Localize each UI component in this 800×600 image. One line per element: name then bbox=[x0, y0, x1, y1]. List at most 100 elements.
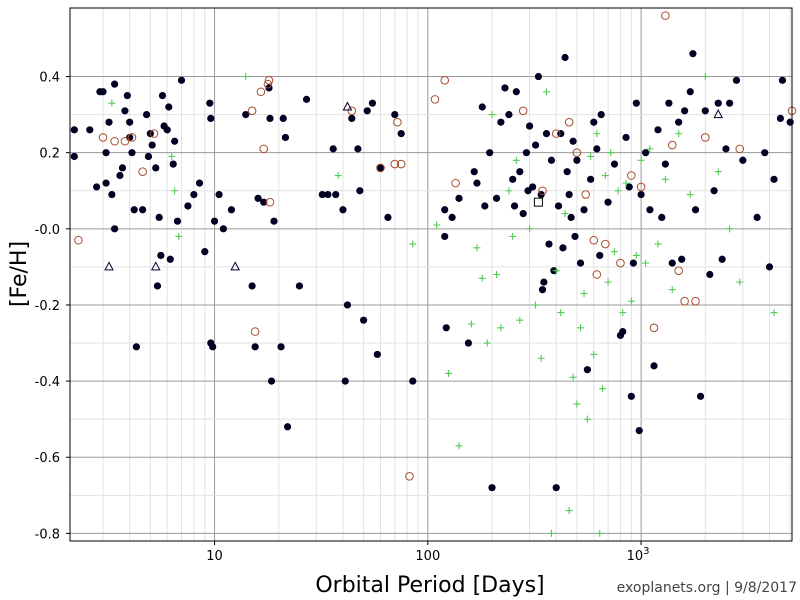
data-point-filled-circle bbox=[505, 111, 513, 119]
data-point-open-circle bbox=[110, 136, 119, 146]
data-point-filled-circle bbox=[786, 118, 794, 126]
data-point-open-circle bbox=[250, 327, 260, 336]
data-point-open-circle bbox=[390, 159, 400, 169]
data-point-plus bbox=[444, 369, 452, 377]
data-point-plus bbox=[596, 529, 604, 537]
data-point-open-square bbox=[533, 197, 543, 207]
x-tick-label: 10 bbox=[206, 549, 223, 564]
data-point-plus bbox=[577, 324, 585, 332]
data-point-filled-circle bbox=[753, 213, 761, 221]
data-point-filled-circle bbox=[571, 232, 579, 241]
data-point-filled-circle bbox=[86, 126, 94, 134]
data-point-filled-circle bbox=[478, 103, 486, 111]
data-point-plus bbox=[561, 210, 569, 218]
data-point-filled-circle bbox=[525, 122, 534, 130]
data-point-filled-circle bbox=[531, 141, 540, 149]
data-point-plus bbox=[473, 244, 481, 252]
data-point-filled-circle bbox=[492, 194, 501, 202]
data-point-plus bbox=[108, 99, 116, 107]
data-point-plus bbox=[547, 529, 555, 537]
data-point-filled-circle bbox=[619, 328, 627, 336]
data-point-filled-circle bbox=[538, 286, 547, 294]
data-point-open-circle bbox=[405, 471, 414, 481]
data-point-filled-circle bbox=[497, 118, 505, 126]
data-point-open-circle bbox=[691, 296, 700, 306]
data-point-filled-circle bbox=[552, 484, 560, 492]
data-point-plus bbox=[607, 149, 615, 157]
data-point-filled-circle bbox=[102, 149, 110, 157]
y-tick-label: 0.4 bbox=[39, 71, 60, 86]
data-point-filled-circle bbox=[646, 206, 654, 214]
data-point-filled-circle bbox=[722, 145, 730, 153]
data-point-filled-circle bbox=[658, 213, 666, 221]
data-point-filled-circle bbox=[153, 282, 162, 290]
data-point-plus bbox=[610, 248, 618, 256]
data-point-plus bbox=[171, 187, 179, 195]
data-point-filled-circle bbox=[632, 99, 640, 107]
data-point-plus bbox=[770, 309, 778, 317]
data-point-filled-circle bbox=[547, 156, 556, 164]
data-point-plus bbox=[497, 324, 505, 332]
data-point-filled-circle bbox=[163, 126, 171, 134]
data-point-open-circle bbox=[616, 258, 625, 268]
y-tick-label: -0.0 bbox=[35, 223, 60, 238]
data-point-filled-circle bbox=[126, 118, 134, 126]
data-point-filled-circle bbox=[165, 103, 173, 111]
data-point-filled-circle bbox=[341, 377, 349, 385]
data-point-plus bbox=[532, 301, 540, 309]
data-point-open-circle bbox=[601, 239, 610, 249]
data-point-open-circle bbox=[592, 270, 602, 279]
plot-frame bbox=[69, 7, 793, 542]
x-tick-label-superscript: 3 bbox=[643, 546, 649, 557]
data-point-filled-circle bbox=[442, 324, 450, 332]
data-point-filled-circle bbox=[761, 149, 769, 157]
y-axis-title: [Fe/H] bbox=[7, 241, 32, 307]
data-point-open-circle bbox=[149, 129, 159, 138]
data-point-plus bbox=[478, 274, 486, 282]
data-point-plus bbox=[714, 168, 722, 176]
data-point-filled-circle bbox=[206, 99, 214, 107]
data-point-filled-circle bbox=[227, 206, 236, 214]
data-point-filled-circle bbox=[512, 88, 520, 96]
data-point-filled-circle bbox=[102, 179, 110, 187]
data-point-filled-circle bbox=[576, 259, 585, 267]
data-point-filled-circle bbox=[470, 168, 478, 176]
data-point-filled-circle bbox=[105, 118, 113, 126]
data-point-filled-circle bbox=[509, 175, 517, 183]
data-point-open-circle bbox=[256, 87, 266, 97]
data-point-filled-circle bbox=[210, 217, 219, 225]
data-point-filled-circle bbox=[142, 111, 151, 119]
data-point-filled-circle bbox=[277, 343, 285, 351]
data-point-filled-circle bbox=[596, 251, 604, 260]
data-point-filled-circle bbox=[123, 91, 131, 100]
data-point-plus bbox=[565, 507, 573, 515]
data-point-open-circle bbox=[347, 106, 357, 116]
data-point-filled-circle bbox=[696, 392, 705, 400]
data-point-filled-circle bbox=[587, 175, 595, 183]
data-point-filled-circle bbox=[173, 217, 182, 225]
credit-label: exoplanets.org | 9/8/2017 bbox=[617, 580, 797, 596]
data-point-filled-circle bbox=[157, 251, 165, 260]
data-point-open-circle bbox=[120, 136, 130, 146]
data-point-filled-circle bbox=[610, 160, 619, 168]
data-point-filled-circle bbox=[629, 259, 637, 267]
data-point-filled-circle bbox=[260, 198, 268, 206]
data-point-open-circle bbox=[264, 76, 274, 85]
data-point-plus bbox=[409, 240, 417, 248]
data-point-filled-circle bbox=[567, 213, 575, 221]
data-point-filled-circle bbox=[522, 149, 531, 157]
data-point-filled-circle bbox=[111, 80, 119, 88]
data-point-filled-circle bbox=[266, 114, 274, 123]
data-point-filled-circle bbox=[739, 156, 747, 164]
data-point-filled-circle bbox=[111, 225, 119, 233]
data-point-plus bbox=[583, 415, 591, 423]
data-point-filled-circle bbox=[207, 114, 215, 123]
data-point-plus bbox=[622, 179, 630, 187]
data-point-filled-circle bbox=[590, 118, 598, 126]
data-point-open-circle bbox=[649, 323, 659, 333]
data-point-plus bbox=[632, 251, 640, 259]
data-point-filled-circle bbox=[563, 168, 571, 176]
data-point-plus bbox=[512, 156, 520, 164]
data-point-filled-circle bbox=[650, 362, 658, 370]
